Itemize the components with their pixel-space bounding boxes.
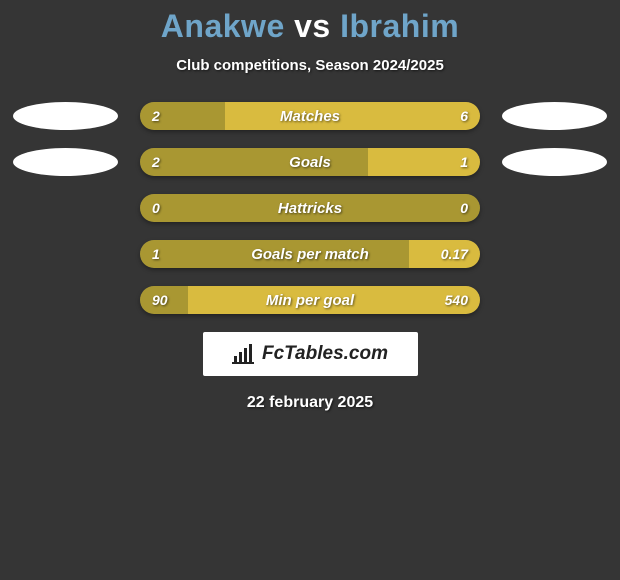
logo-badge: FcTables.com bbox=[203, 332, 418, 376]
bar-segment-left bbox=[140, 194, 480, 222]
stat-bar: 90540Min per goal bbox=[140, 286, 480, 314]
bar-segment-left bbox=[140, 148, 368, 176]
stat-bar: 10.17Goals per match bbox=[140, 240, 480, 268]
stat-value-left: 2 bbox=[140, 148, 172, 176]
bar-segment-right bbox=[225, 102, 480, 130]
bar-segment-left bbox=[140, 240, 409, 268]
player-a-badge bbox=[13, 148, 118, 176]
stat-value-left: 1 bbox=[140, 240, 172, 268]
date-label: 22 february 2025 bbox=[0, 394, 620, 412]
stat-value-left: 0 bbox=[140, 194, 172, 222]
stat-value-right: 1 bbox=[448, 148, 480, 176]
page-title: Anakwe vs Ibrahim bbox=[0, 8, 620, 45]
stat-row: 26Matches bbox=[0, 102, 620, 130]
logo-text: FcTables.com bbox=[262, 343, 388, 365]
player-a-badge bbox=[13, 102, 118, 130]
stat-value-left: 2 bbox=[140, 102, 172, 130]
stat-value-right: 6 bbox=[448, 102, 480, 130]
stat-value-right: 540 bbox=[433, 286, 480, 314]
stat-row: 00Hattricks bbox=[0, 194, 620, 222]
stat-value-right: 0.17 bbox=[429, 240, 480, 268]
player-b-badge bbox=[502, 102, 607, 130]
stats-region: 26Matches21Goals00Hattricks10.17Goals pe… bbox=[0, 102, 620, 314]
stat-row: 21Goals bbox=[0, 148, 620, 176]
stat-bar: 26Matches bbox=[140, 102, 480, 130]
bar-chart-icon bbox=[232, 344, 256, 364]
stat-value-right: 0 bbox=[448, 194, 480, 222]
stat-bar: 21Goals bbox=[140, 148, 480, 176]
comparison-card: Anakwe vs Ibrahim Club competitions, Sea… bbox=[0, 0, 620, 412]
stat-row: 90540Min per goal bbox=[0, 286, 620, 314]
player-b-name: Ibrahim bbox=[340, 8, 459, 44]
stat-row: 10.17Goals per match bbox=[0, 240, 620, 268]
player-b-badge bbox=[502, 148, 607, 176]
stat-bar: 00Hattricks bbox=[140, 194, 480, 222]
player-a-name: Anakwe bbox=[161, 8, 285, 44]
subtitle: Club competitions, Season 2024/2025 bbox=[0, 57, 620, 74]
stat-value-left: 90 bbox=[140, 286, 180, 314]
vs-label: vs bbox=[294, 8, 331, 44]
